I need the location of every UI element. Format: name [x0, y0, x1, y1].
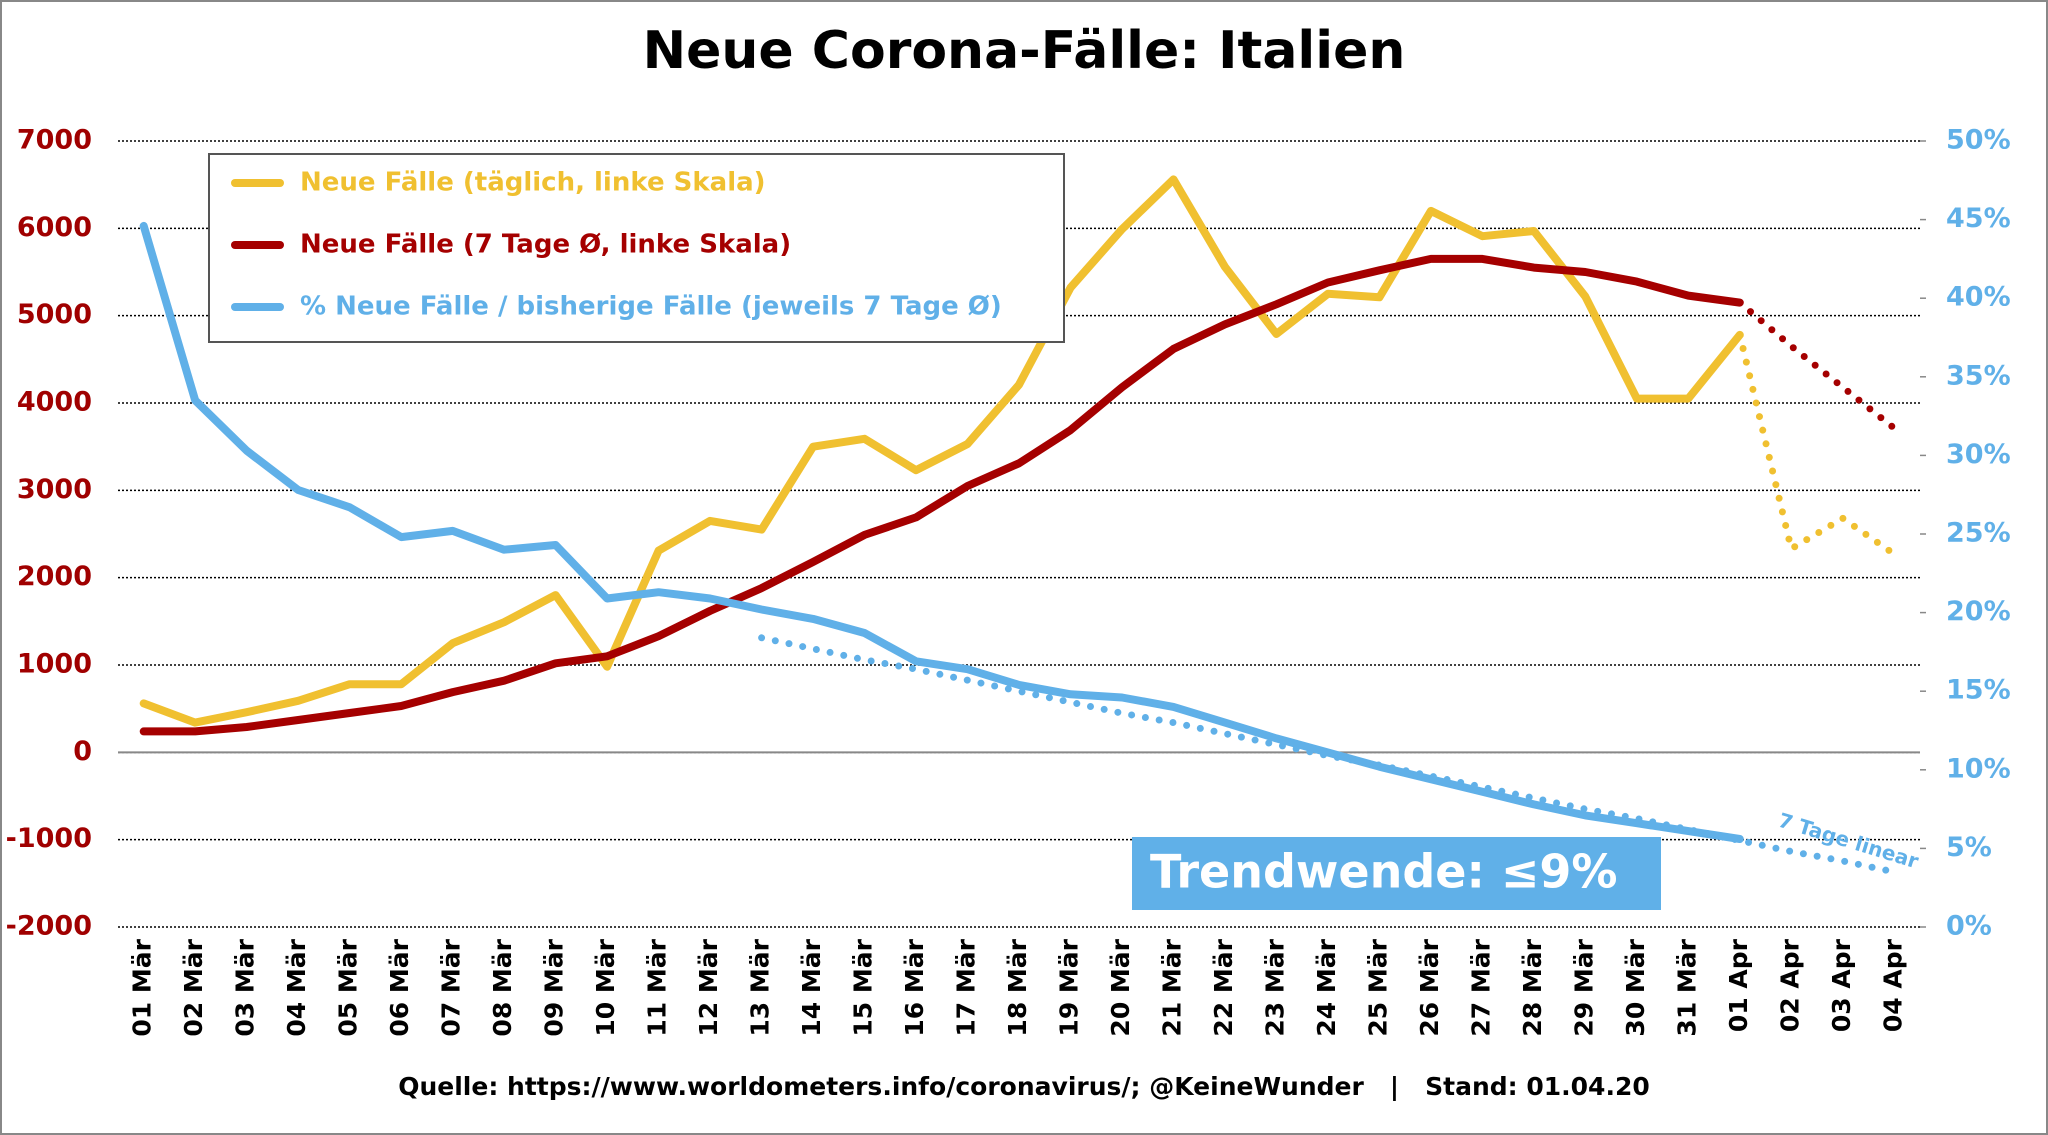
y-tick-label: 1000 — [17, 649, 92, 680]
x-tick-label: 12 Mär — [694, 938, 723, 1036]
y2-tick-label: 10% — [1946, 753, 2011, 784]
y-tick-label: -2000 — [6, 911, 92, 942]
legend-label: Neue Fälle (7 Tage Ø, linke Skala) — [300, 230, 791, 260]
y-tick-label: 2000 — [17, 561, 92, 592]
x-tick-label: 06 Mär — [385, 938, 414, 1036]
x-tick-label: 17 Mär — [952, 938, 981, 1036]
x-tick-label: 24 Mär — [1312, 938, 1341, 1036]
x-tick-label: 10 Mär — [591, 938, 620, 1036]
y2-tick-label: 45% — [1946, 203, 2011, 234]
y2-tick-label: 30% — [1946, 439, 2011, 470]
x-tick-label: 22 Mär — [1209, 938, 1238, 1036]
series-line — [139, 254, 1744, 736]
y-tick-label: 0 — [73, 736, 92, 767]
x-tick-label: 04 Mär — [282, 938, 311, 1036]
legend-label: % Neue Fälle / bisherige Fälle (jeweils … — [300, 292, 1002, 322]
x-tick-label: 11 Mär — [643, 938, 672, 1036]
y-tick-label: -1000 — [6, 823, 92, 854]
x-tick-label: 30 Mär — [1621, 938, 1650, 1036]
legend-label: Neue Fälle (täglich, linke Skala) — [300, 168, 766, 198]
y-tick-label: 5000 — [17, 299, 92, 330]
x-tick-label: 26 Mär — [1415, 938, 1444, 1036]
x-tick-label: 28 Mär — [1518, 938, 1547, 1036]
x-tick-label: 25 Mär — [1363, 938, 1392, 1036]
y-tick-label: 7000 — [17, 125, 92, 156]
x-tick-label: 19 Mär — [1054, 938, 1083, 1036]
chart-title: Neue Corona-Fälle: Italien — [643, 21, 1406, 81]
source-note: Quelle: https://www.worldometers.info/co… — [398, 1072, 1650, 1101]
x-tick-label: 13 Mär — [746, 938, 775, 1036]
x-tick-label: 01 Apr — [1724, 938, 1753, 1032]
x-tick-label: 16 Mär — [900, 938, 929, 1036]
x-tick-label: 15 Mär — [849, 938, 878, 1036]
x-tick-label: 08 Mär — [488, 938, 517, 1036]
y2-tick-label: 40% — [1946, 282, 2011, 313]
legend-box — [208, 153, 1065, 343]
y2-tick-label: 25% — [1946, 518, 2011, 549]
annotation: Trendwende: ≤9% — [1150, 845, 1618, 899]
x-tick-label: 18 Mär — [1003, 938, 1032, 1036]
x-tick-label: 29 Mär — [1569, 938, 1598, 1036]
legend: Neue Fälle (täglich, linke Skala) Neue Fä… — [208, 153, 1065, 343]
y2-tick-label: 35% — [1946, 360, 2011, 391]
x-tick-label: 27 Mär — [1466, 938, 1495, 1036]
y2-tick-label: 20% — [1946, 596, 2011, 627]
x-tick-label: 09 Mär — [540, 938, 569, 1036]
x-tick-label: 21 Mär — [1157, 938, 1186, 1036]
x-tick-label: 07 Mär — [437, 938, 466, 1036]
x-tick-label: 04 Apr — [1878, 938, 1907, 1032]
annotation-box — [1132, 837, 1661, 910]
y2-tick-label: 50% — [1946, 125, 2011, 156]
x-tick-label: 03 Mär — [231, 938, 260, 1036]
series-line — [139, 175, 1744, 727]
x-tick-label: 03 Apr — [1827, 938, 1856, 1032]
y-tick-label: 6000 — [17, 212, 92, 243]
y-tick-label: 4000 — [17, 387, 92, 418]
y-tick-label: 3000 — [17, 474, 92, 505]
y2-tick-label: 5% — [1946, 832, 1992, 863]
x-tick-label: 01 Mär — [128, 938, 157, 1036]
y2-tick-label: 15% — [1946, 675, 2011, 706]
trend-line — [1736, 331, 1898, 558]
trend-line — [758, 634, 1898, 876]
x-tick-label: 23 Mär — [1260, 938, 1289, 1036]
trend-line — [1736, 299, 1898, 432]
x-tick-label: 05 Mär — [334, 938, 363, 1036]
x-tick-label: 02 Mär — [179, 938, 208, 1036]
x-tick-label: 31 Mär — [1672, 938, 1701, 1036]
x-tick-label: 20 Mär — [1106, 938, 1135, 1036]
y2-tick-label: 0% — [1946, 911, 1992, 942]
x-tick-label: 02 Apr — [1775, 938, 1804, 1032]
x-tick-label: 14 Mär — [797, 938, 826, 1036]
series-line — [139, 221, 1744, 843]
